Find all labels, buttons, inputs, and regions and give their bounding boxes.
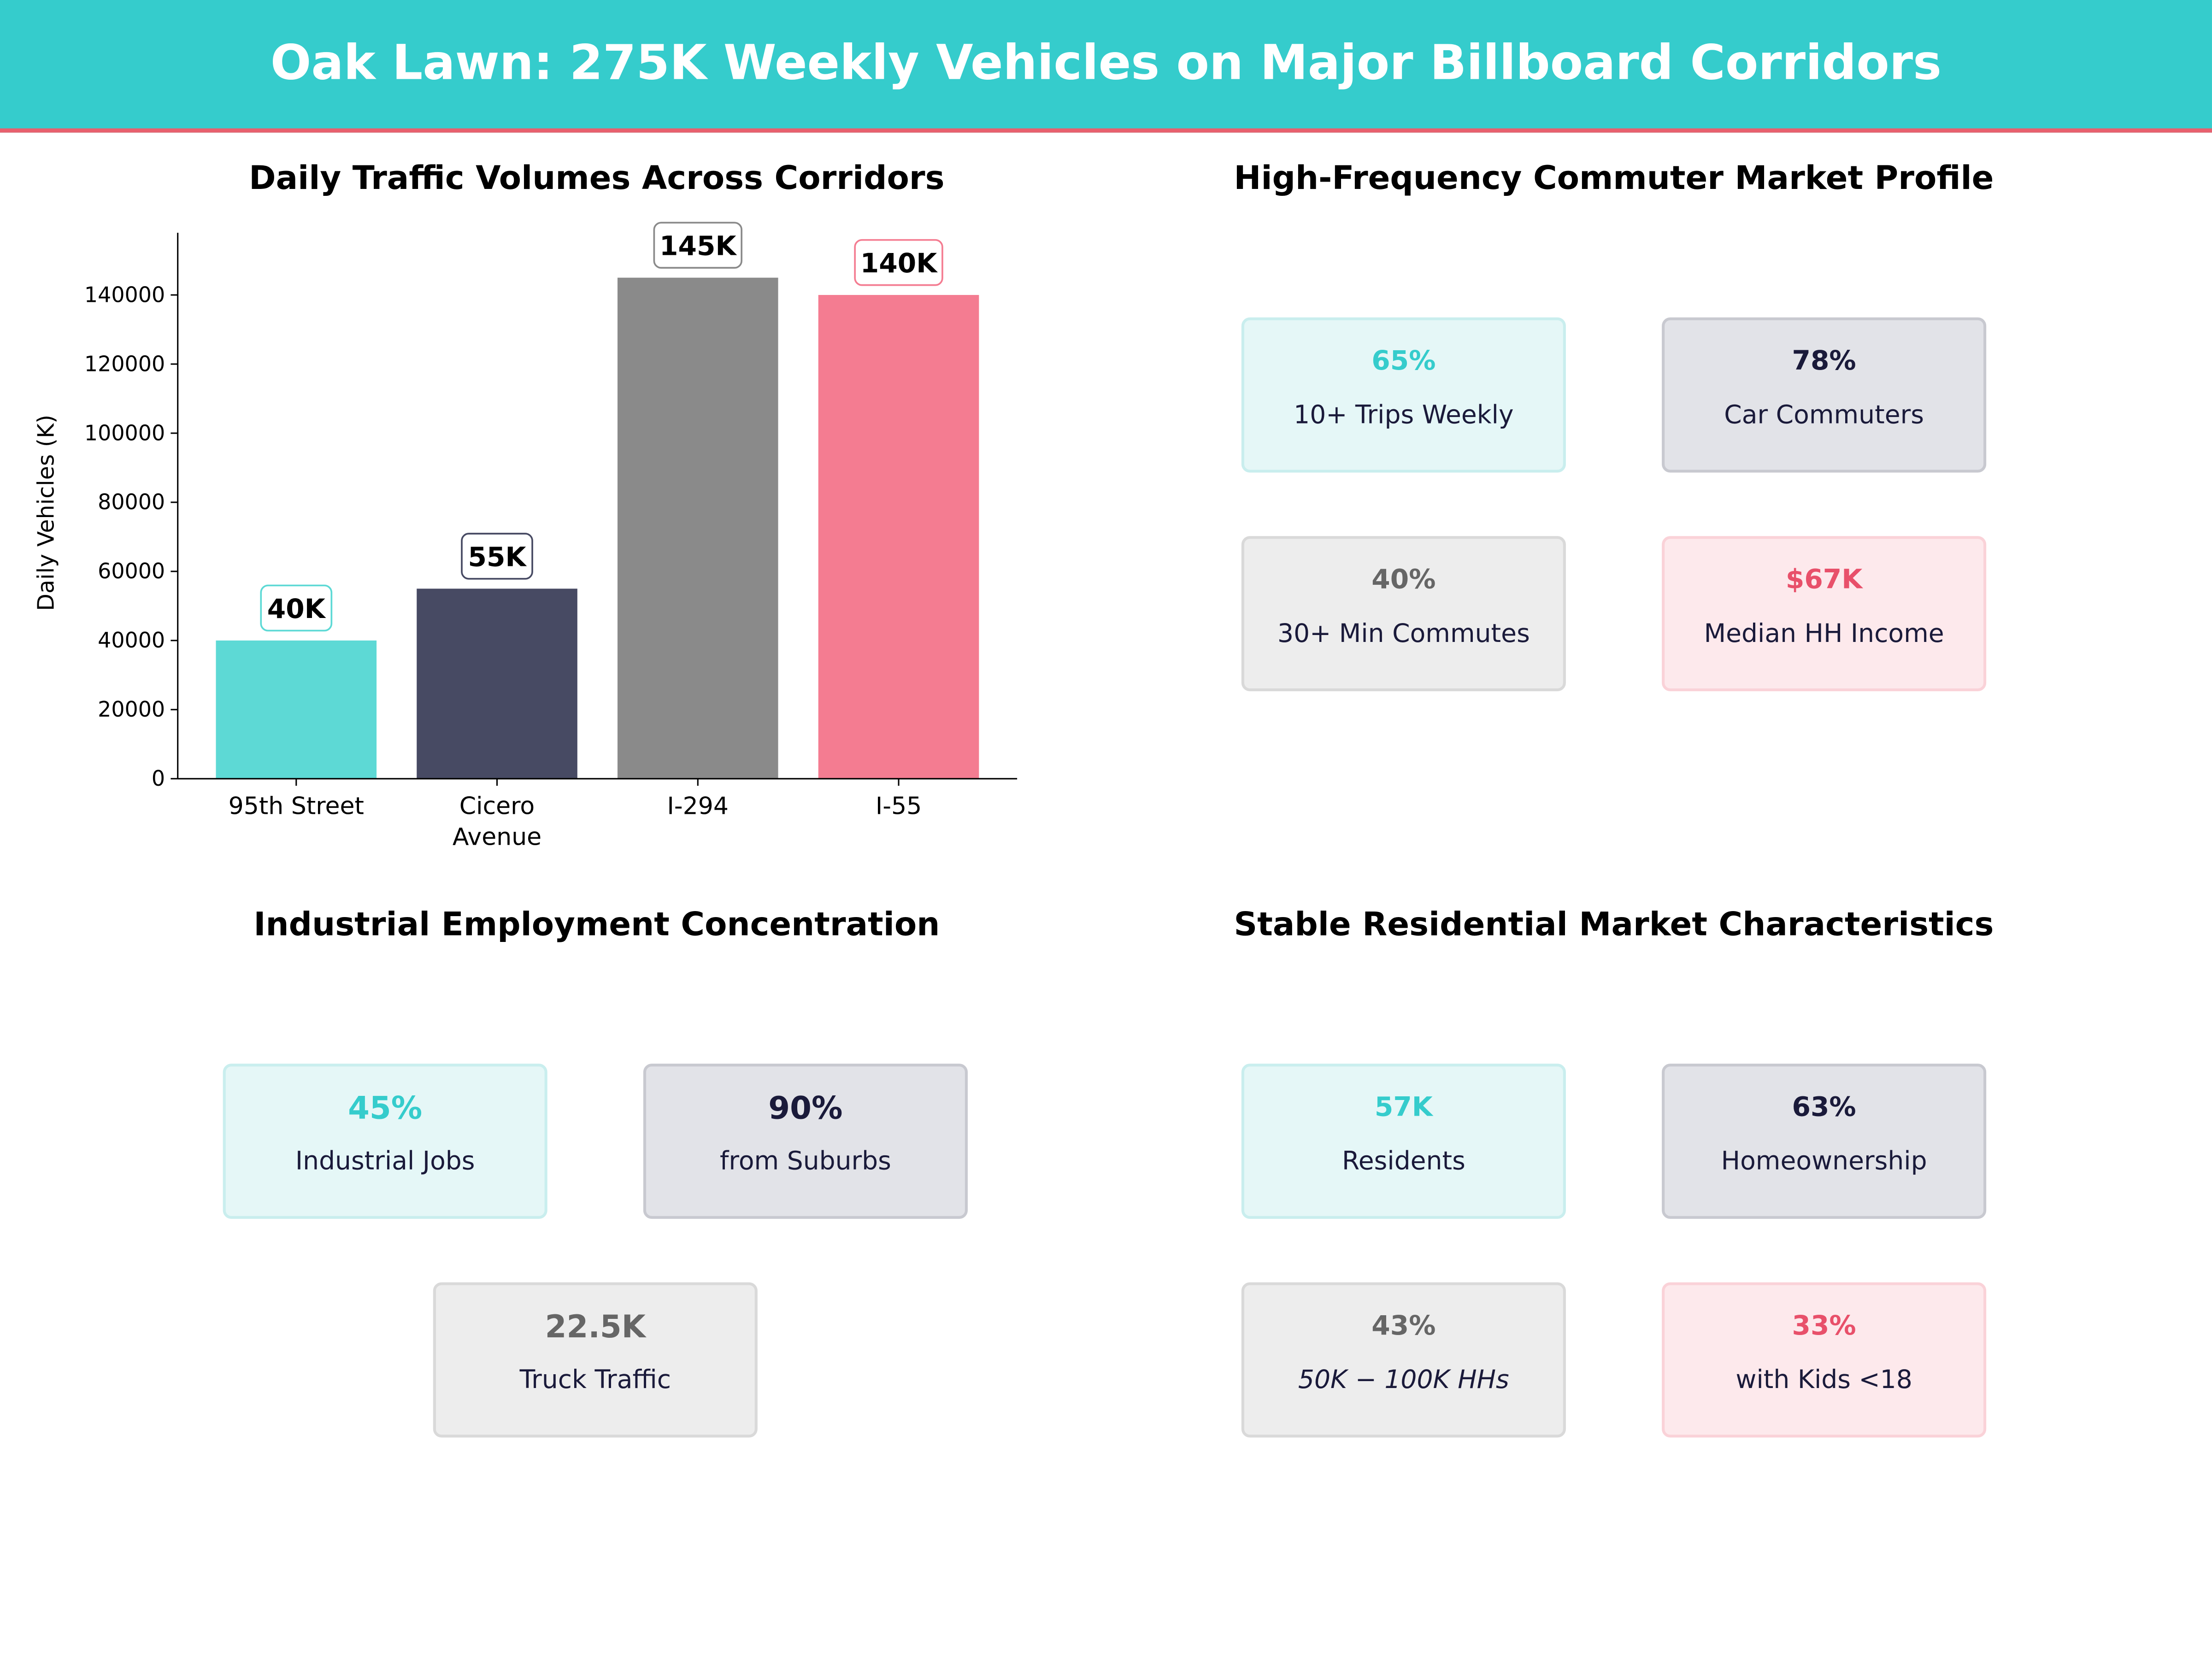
- card-value: 65%: [1371, 345, 1436, 377]
- y-tick-label: 120000: [84, 351, 165, 376]
- page-title: Oak Lawn: 275K Weekly Vehicles on Major …: [270, 35, 1942, 92]
- card-value: 90%: [768, 1092, 843, 1127]
- y-tick-label: 60000: [98, 559, 165, 583]
- x-tick-label: I-55: [876, 792, 922, 820]
- commuter-panel-title: High-Frequency Commuter Market Profile: [1234, 160, 1994, 198]
- card-value: 57K: [1374, 1092, 1433, 1123]
- card-label: with Kids <18: [1735, 1365, 1912, 1395]
- traffic-bar-chart: 40K 95th Street 55K Cicero Avenue 145K I-294 14…: [33, 222, 1018, 851]
- bar: [216, 640, 377, 779]
- bar: [617, 277, 778, 779]
- card-value: 63%: [1792, 1092, 1856, 1123]
- y-axis-label: Daily Vehicles (K): [33, 415, 59, 611]
- commuter-card-car: 78% Car Commuters: [1662, 317, 1987, 473]
- bar: [417, 588, 577, 779]
- card-label: from Suburbs: [719, 1147, 891, 1177]
- chart-title: Daily Traffic Volumes Across Corridors: [249, 160, 945, 198]
- y-tick-label: 100000: [84, 420, 165, 445]
- card-label: Truck Traffic: [519, 1365, 671, 1395]
- card-label: 50K − 100K HHs: [1298, 1365, 1509, 1395]
- industrial-card-truck: 22.5K Truck Traffic: [433, 1282, 758, 1438]
- residential-card-kids: 33% with Kids <18: [1662, 1282, 1987, 1438]
- card-label: Median HH Income: [1704, 619, 1944, 649]
- card-value: 22.5K: [545, 1310, 646, 1346]
- card-value: 43%: [1371, 1310, 1436, 1342]
- residential-panel-title: Stable Residential Market Characteristic…: [1234, 907, 1994, 944]
- data-label-box: [260, 584, 333, 632]
- industrial-card-jobs: 45% Industrial Jobs: [223, 1064, 547, 1219]
- commuter-card-income: $67K Median HH Income: [1662, 536, 1987, 691]
- card-label: 30+ Min Commutes: [1277, 619, 1530, 649]
- y-tick-label: 140000: [84, 282, 165, 307]
- card-value: $67K: [1785, 564, 1863, 595]
- card-value: 40%: [1371, 564, 1436, 595]
- x-tick-label: Avenue: [453, 824, 541, 851]
- data-label: 145K: [659, 230, 737, 262]
- data-label-box: [461, 533, 533, 580]
- data-label: 40K: [267, 593, 326, 624]
- card-value: 78%: [1792, 345, 1856, 377]
- y-tick-label: 20000: [98, 697, 165, 722]
- y-tick-label: 80000: [98, 489, 165, 514]
- industrial-panel-title: Industrial Employment Concentration: [253, 907, 940, 944]
- card-label: Car Commuters: [1724, 400, 1924, 430]
- residential-card-residents: 57K Residents: [1241, 1064, 1566, 1219]
- commuter-card-commute-time: 40% 30+ Min Commutes: [1241, 536, 1566, 691]
- data-label-box: [854, 239, 943, 286]
- x-tick-label: I-294: [667, 792, 729, 820]
- y-tick-label: 0: [152, 766, 165, 791]
- card-value: 33%: [1792, 1310, 1856, 1342]
- residential-card-income-range: 43% 50K − 100K HHs: [1241, 1282, 1566, 1438]
- card-value: 45%: [348, 1092, 423, 1127]
- y-tick-label: 40000: [98, 628, 165, 653]
- card-label: 10+ Trips Weekly: [1294, 400, 1514, 430]
- industrial-card-suburbs: 90% from Suburbs: [643, 1064, 968, 1219]
- data-label: 55K: [468, 541, 527, 572]
- x-tick-label: 95th Street: [229, 792, 364, 820]
- residential-card-homeownership: 63% Homeownership: [1662, 1064, 1987, 1219]
- bar: [818, 295, 979, 779]
- card-label: Residents: [1341, 1147, 1465, 1177]
- commuter-card-trips: 65% 10+ Trips Weekly: [1241, 317, 1566, 473]
- card-label: Homeownership: [1721, 1147, 1927, 1177]
- x-tick-label: Cicero: [459, 792, 535, 820]
- data-label: 140K: [860, 247, 938, 279]
- data-label-box: [653, 222, 743, 269]
- header-banner: Oak Lawn: 275K Weekly Vehicles on Major …: [0, 0, 2212, 133]
- card-label: Industrial Jobs: [295, 1147, 475, 1177]
